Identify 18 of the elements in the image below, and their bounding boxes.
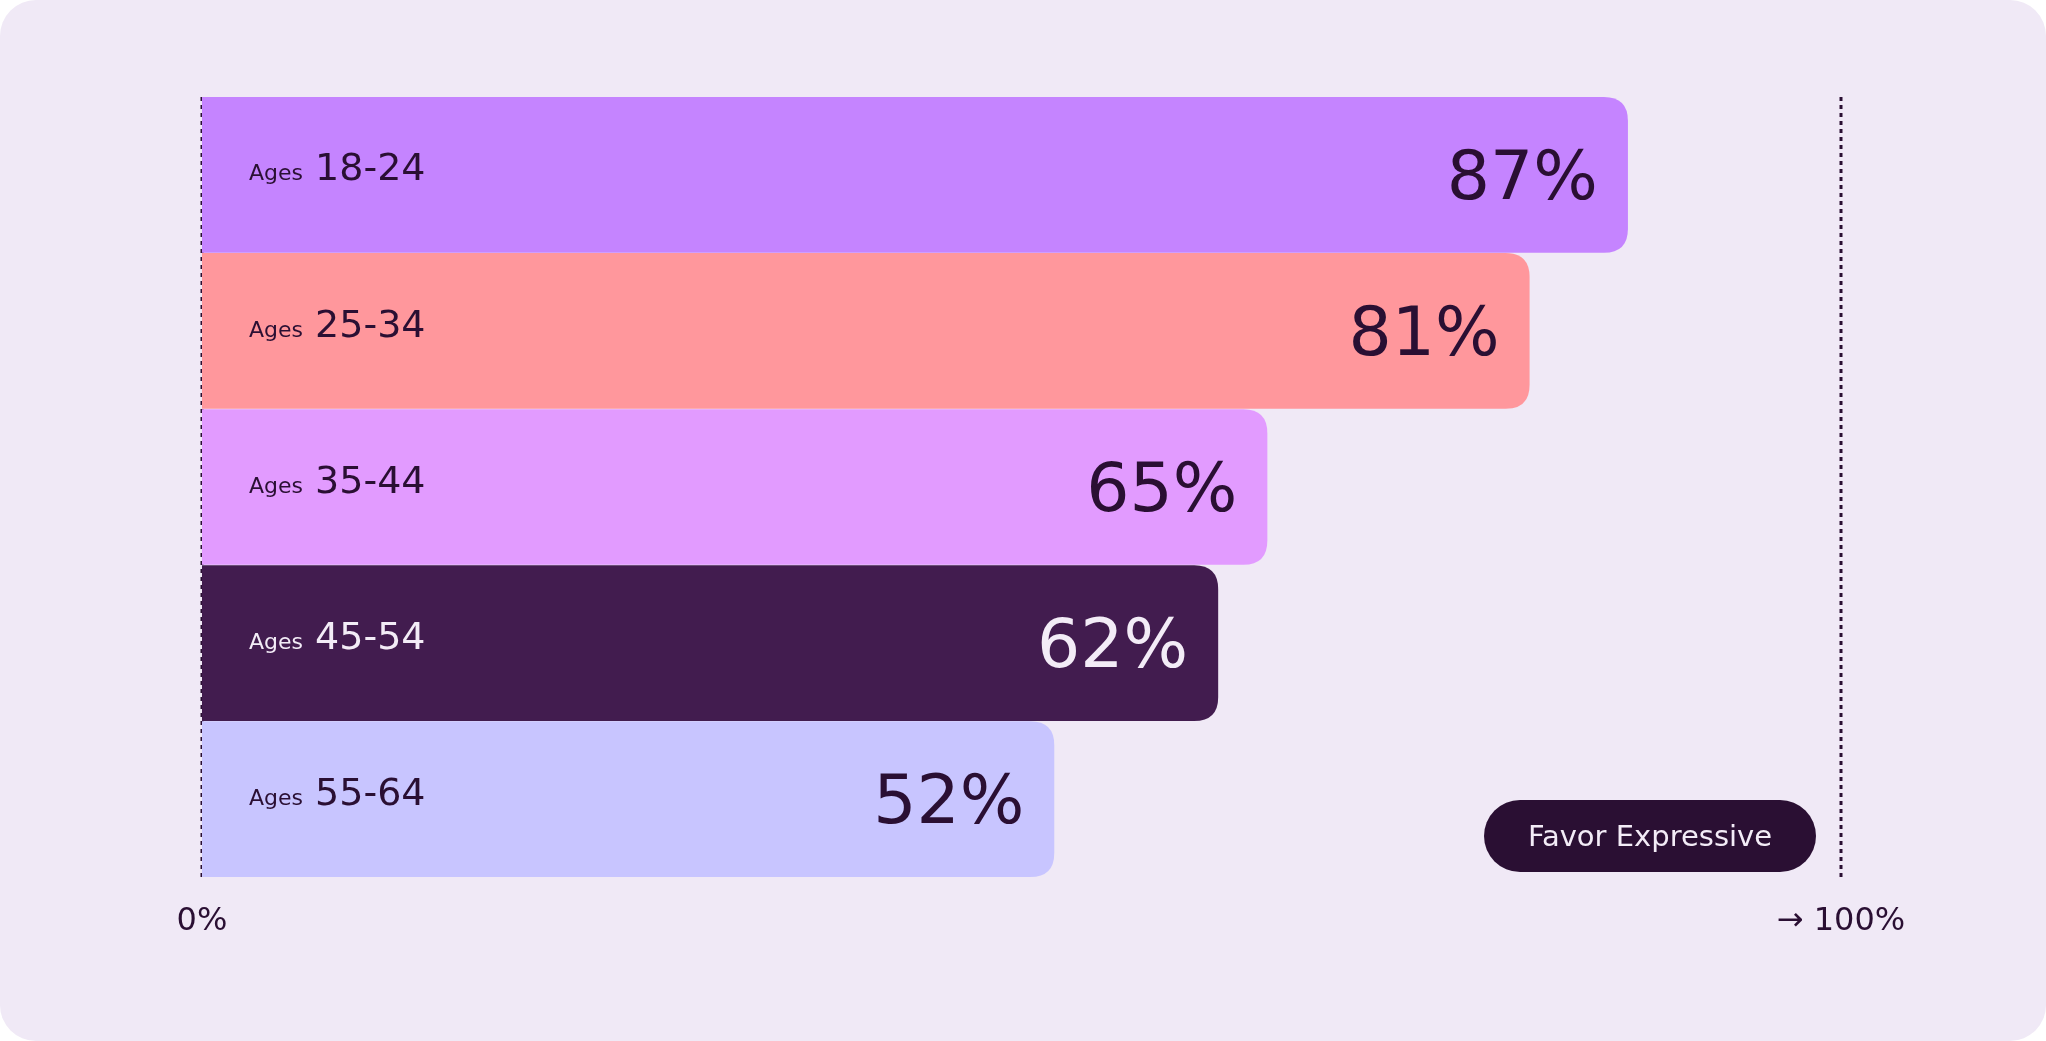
bar bbox=[202, 721, 1055, 877]
annotation: Favor Expressive bbox=[1527, 819, 1773, 854]
data-label: 87% bbox=[1446, 135, 1598, 215]
data-label: 62% bbox=[1037, 603, 1189, 683]
data-label: 65% bbox=[1086, 447, 1238, 527]
data-label: 52% bbox=[873, 759, 1025, 839]
y-tick-label: Ages 55-64 bbox=[249, 769, 426, 814]
y-tick-label: Ages 25-34 bbox=[249, 301, 426, 346]
y-tick-label: Ages 35-44 bbox=[249, 457, 426, 502]
y-tick-label: Ages 45-54 bbox=[249, 613, 426, 658]
x-tick-label: → 100% bbox=[1776, 900, 1906, 938]
bar bbox=[202, 97, 1628, 253]
data-label: 81% bbox=[1348, 291, 1500, 371]
bar bbox=[202, 409, 1268, 565]
bar bbox=[202, 565, 1219, 721]
bar bbox=[202, 253, 1530, 409]
x-tick-label: 0% bbox=[176, 900, 228, 938]
y-tick-label: Ages 18-24 bbox=[249, 145, 426, 190]
